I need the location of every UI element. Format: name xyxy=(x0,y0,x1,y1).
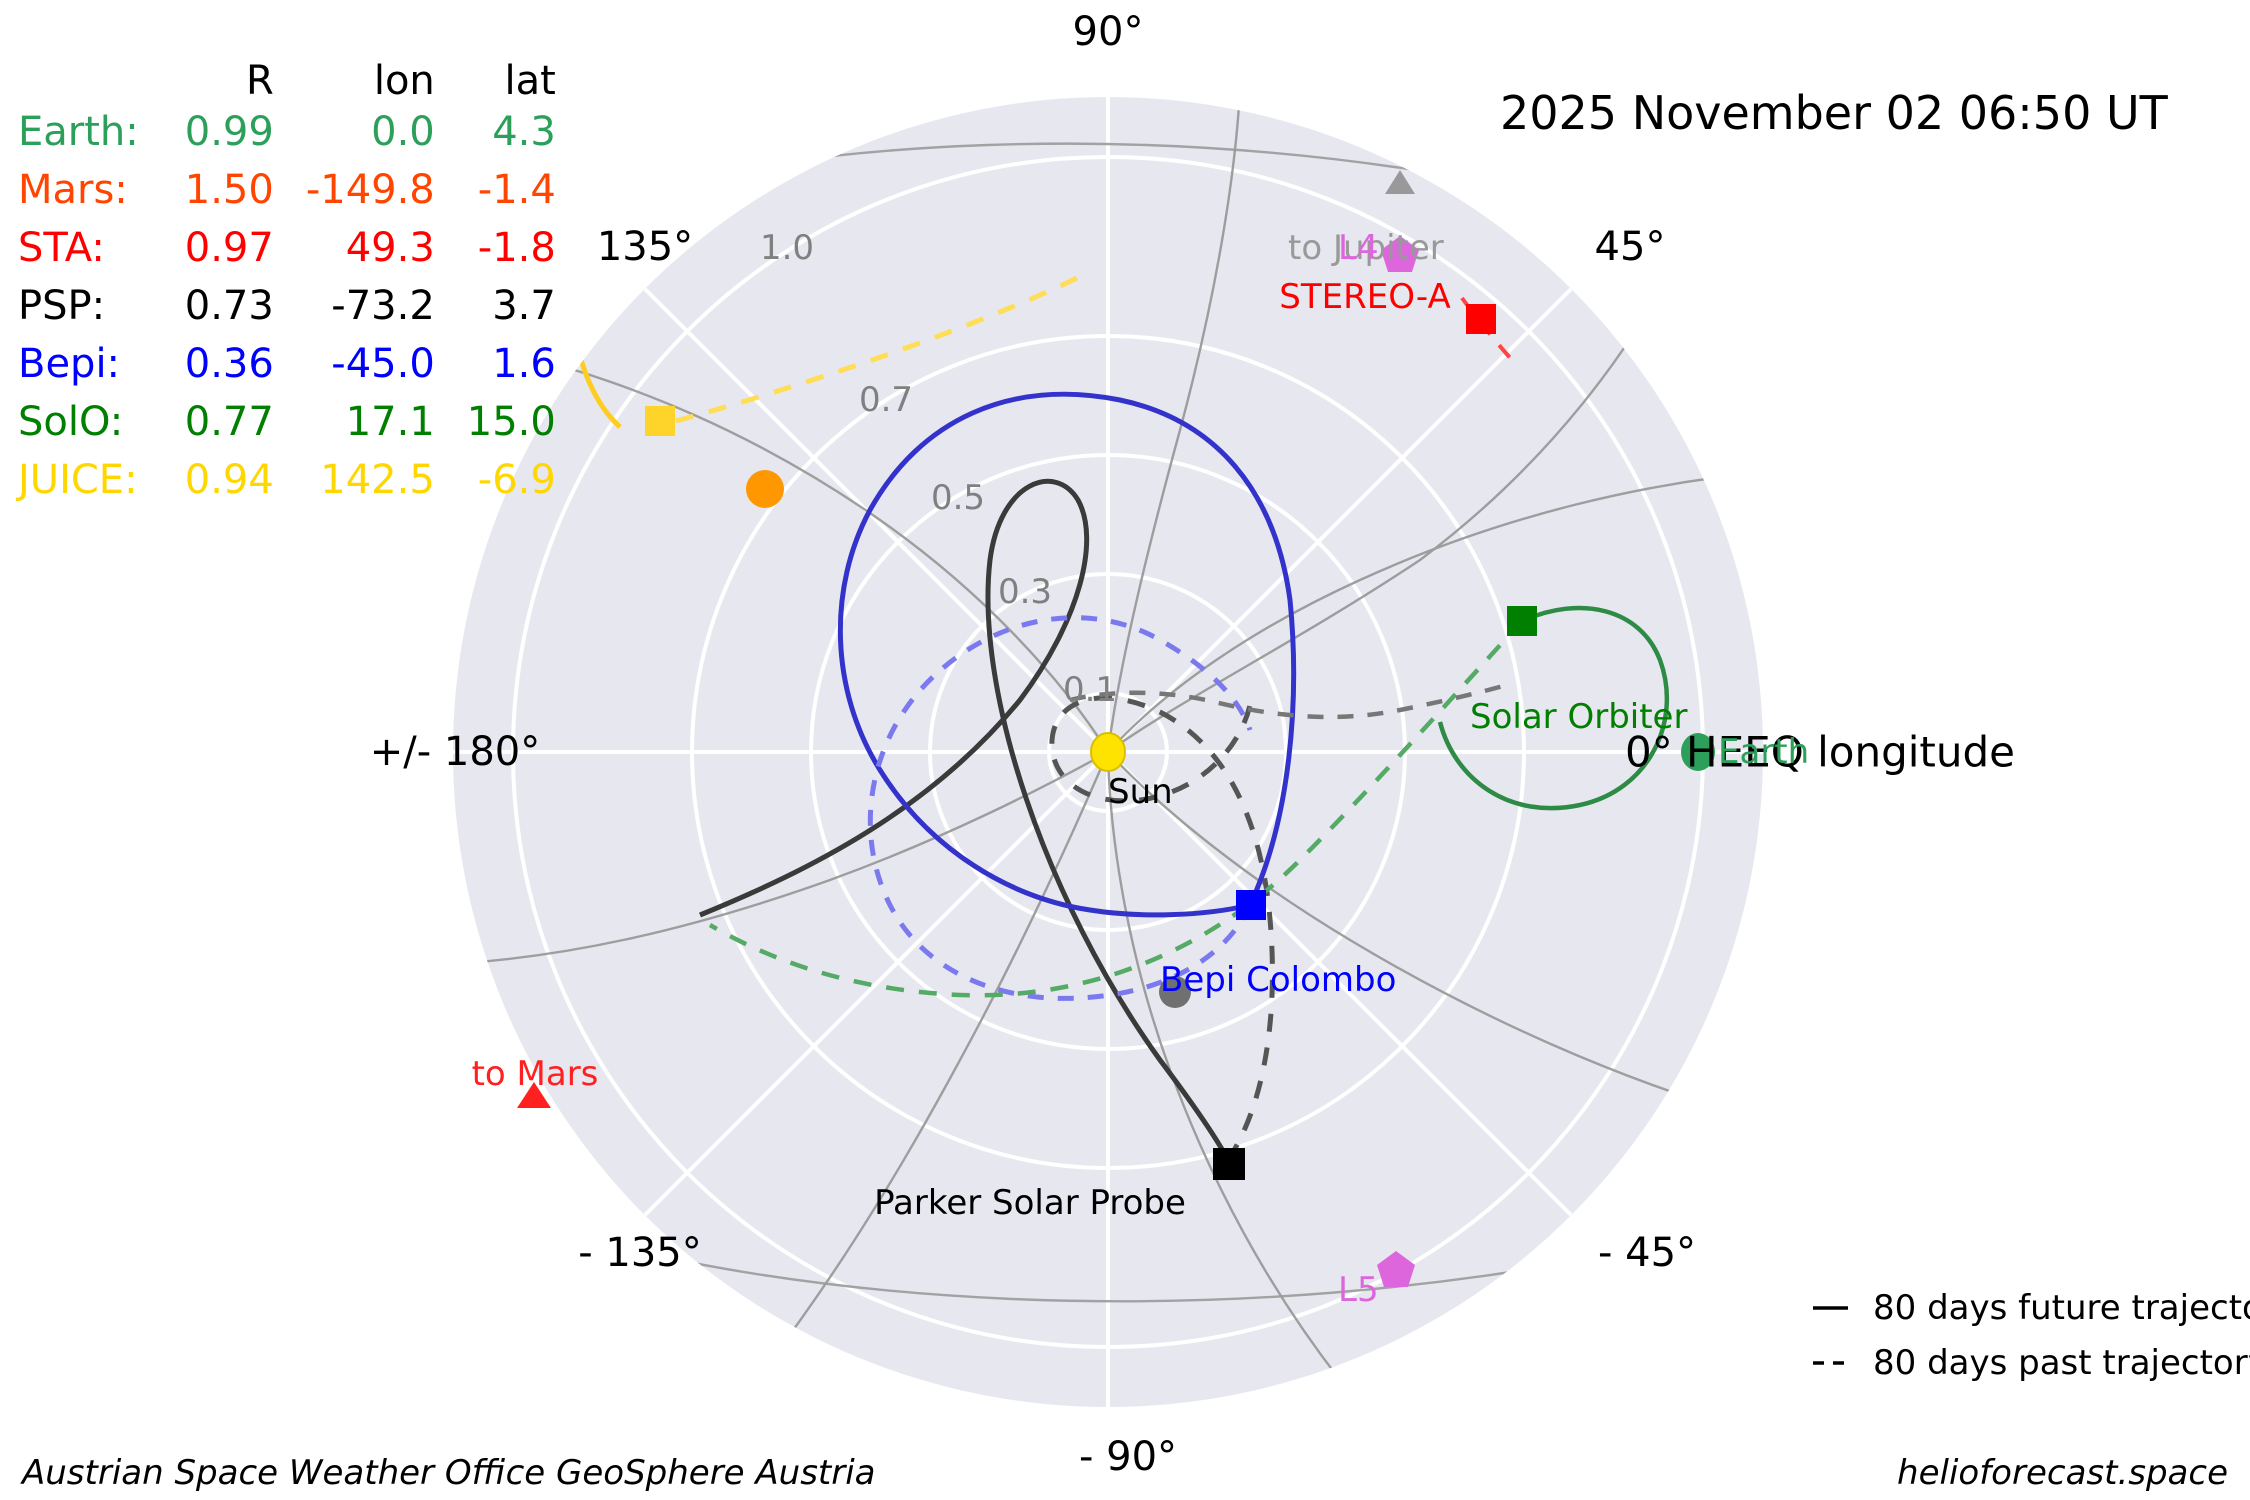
row-lon-bepi: -45.0 xyxy=(331,341,435,387)
row-lon-juice: 142.5 xyxy=(320,457,435,503)
row-lat-psp: 3.7 xyxy=(492,283,556,329)
psp-past-trajectory xyxy=(1049,695,1275,1162)
angle-label-180: +/- 180° xyxy=(369,729,541,775)
to-mars-label: to Mars xyxy=(471,1054,599,1094)
angle-label-90: 90° xyxy=(1072,9,1144,55)
row-r-solo: 0.77 xyxy=(184,399,274,445)
juice-marker xyxy=(645,406,675,436)
row-r-bepi: 0.36 xyxy=(184,341,274,387)
angle-label-minus-135: - 135° xyxy=(578,1230,702,1276)
parker-solar-probe-label: Parker Solar Probe xyxy=(874,1183,1186,1223)
row-lat-mars: -1.4 xyxy=(477,167,556,213)
venus-marker xyxy=(746,470,784,508)
table-row: SolO: 0.77 17.1 15.0 xyxy=(18,393,556,451)
plot-title: 2025 November 02 06:50 UT xyxy=(1500,86,2168,140)
table-row: STA: 0.97 49.3 -1.8 xyxy=(18,219,556,277)
row-r-earth: 0.99 xyxy=(184,109,274,155)
radial-label-0-7: 0.7 xyxy=(858,380,914,420)
row-lon-solo: 17.1 xyxy=(345,399,435,445)
juice-past-trajectory xyxy=(675,267,1092,424)
bepi-future-trajectory xyxy=(837,391,1297,918)
row-r-juice: 0.94 xyxy=(184,457,274,503)
radial-label-0-3: 0.3 xyxy=(997,572,1053,612)
row-lon-psp: -73.2 xyxy=(331,283,435,329)
sun-marker xyxy=(1090,732,1126,772)
table-header-lat: lat xyxy=(504,58,556,104)
row-lat-sta: -1.8 xyxy=(477,225,556,271)
sun-label: Sun xyxy=(1108,772,1173,812)
row-label-psp: PSP: xyxy=(18,283,106,329)
row-label-sta: STA: xyxy=(18,225,105,271)
to-jupiter-marker xyxy=(1385,170,1415,194)
solo-past-trajectory xyxy=(708,619,1524,998)
row-lat-earth: 4.3 xyxy=(492,109,556,155)
bepi-colombo-marker xyxy=(1236,890,1266,920)
gray-past-trajectory xyxy=(1069,681,1511,720)
row-label-juice: JUICE: xyxy=(18,457,138,503)
l5-marker xyxy=(1377,1251,1415,1287)
legend-past-label: 80 days past trajectory xyxy=(1873,1343,2250,1383)
row-lat-bepi: 1.6 xyxy=(492,341,556,387)
psp-future-trajectory xyxy=(699,478,1231,1162)
radial-label-1-0: 1.0 xyxy=(759,228,815,268)
stereo-a-marker xyxy=(1466,304,1496,334)
row-label-earth: Earth: xyxy=(18,109,139,155)
table-row: Mars: 1.50 -149.8 -1.4 xyxy=(18,161,556,219)
to-mars-marker-shape xyxy=(517,1082,551,1108)
credit-left: Austrian Space Weather Office GeoSphere … xyxy=(22,1453,876,1493)
table-row: JUICE: 0.94 142.5 -6.9 xyxy=(18,451,556,509)
table-row: Earth: 0.99 0.0 4.3 xyxy=(18,103,556,161)
row-lat-solo: 15.0 xyxy=(466,399,556,445)
table-row: Bepi: 0.36 -45.0 1.6 xyxy=(18,335,556,393)
parker-solar-probe-marker xyxy=(1213,1148,1245,1180)
row-r-mars: 1.50 xyxy=(184,167,274,213)
row-lon-earth: 0.0 xyxy=(371,109,435,155)
row-lon-sta: 49.3 xyxy=(345,225,435,271)
row-label-solo: SolO: xyxy=(18,399,124,445)
row-lon-mars: -149.8 xyxy=(305,167,435,213)
table-header-blank xyxy=(18,52,153,103)
radial-label-0-5: 0.5 xyxy=(930,478,986,518)
l4-label: L4 xyxy=(1338,228,1379,268)
angular-gridlines xyxy=(453,97,1763,1407)
earth-marker xyxy=(1681,733,1715,771)
l5-label: L5 xyxy=(1338,1270,1379,1310)
heeq-longitude-label: 0° HEEQ longitude xyxy=(1624,727,2016,777)
table-header-lon: lon xyxy=(373,58,435,104)
credit-right: helioforecast.space xyxy=(1897,1453,2228,1493)
row-label-mars: Mars: xyxy=(18,167,128,213)
row-r-psp: 0.73 xyxy=(184,283,274,329)
l4-marker xyxy=(1381,236,1419,272)
table-row: PSP: 0.73 -73.2 3.7 xyxy=(18,277,556,335)
solo-future-trajectory xyxy=(1437,605,1670,811)
radial-label-0-1: 0.1 xyxy=(1062,670,1118,710)
solar-orbiter-marker xyxy=(1507,606,1537,636)
mercury-marker xyxy=(1159,976,1191,1008)
angle-label-135: 135° xyxy=(596,224,694,270)
row-lat-juice: -6.9 xyxy=(477,457,556,503)
to-jupiter-label: to Jupiter xyxy=(1288,228,1444,268)
angle-label-45: 45° xyxy=(1594,224,1666,270)
stereo-a-label: STEREO-A xyxy=(1279,277,1451,317)
earth-label: Earth xyxy=(1718,732,1810,772)
bepi-colombo-label: Bepi Colombo xyxy=(1160,960,1397,1000)
row-r-sta: 0.97 xyxy=(184,225,274,271)
angle-label-minus-90: - 90° xyxy=(1078,1434,1178,1480)
angle-label-minus-45: - 45° xyxy=(1597,1230,1697,1276)
table-header-row: R lon lat xyxy=(18,52,556,103)
row-label-bepi: Bepi: xyxy=(18,341,121,387)
legend-future-label: 80 days future trajectory xyxy=(1873,1288,2250,1328)
body-position-table: R lon lat Earth: 0.99 0.0 4.3 Mars: 1.50… xyxy=(18,52,556,509)
table-header-r: R xyxy=(246,58,274,104)
solar-orbiter-label: Solar Orbiter xyxy=(1470,697,1688,737)
